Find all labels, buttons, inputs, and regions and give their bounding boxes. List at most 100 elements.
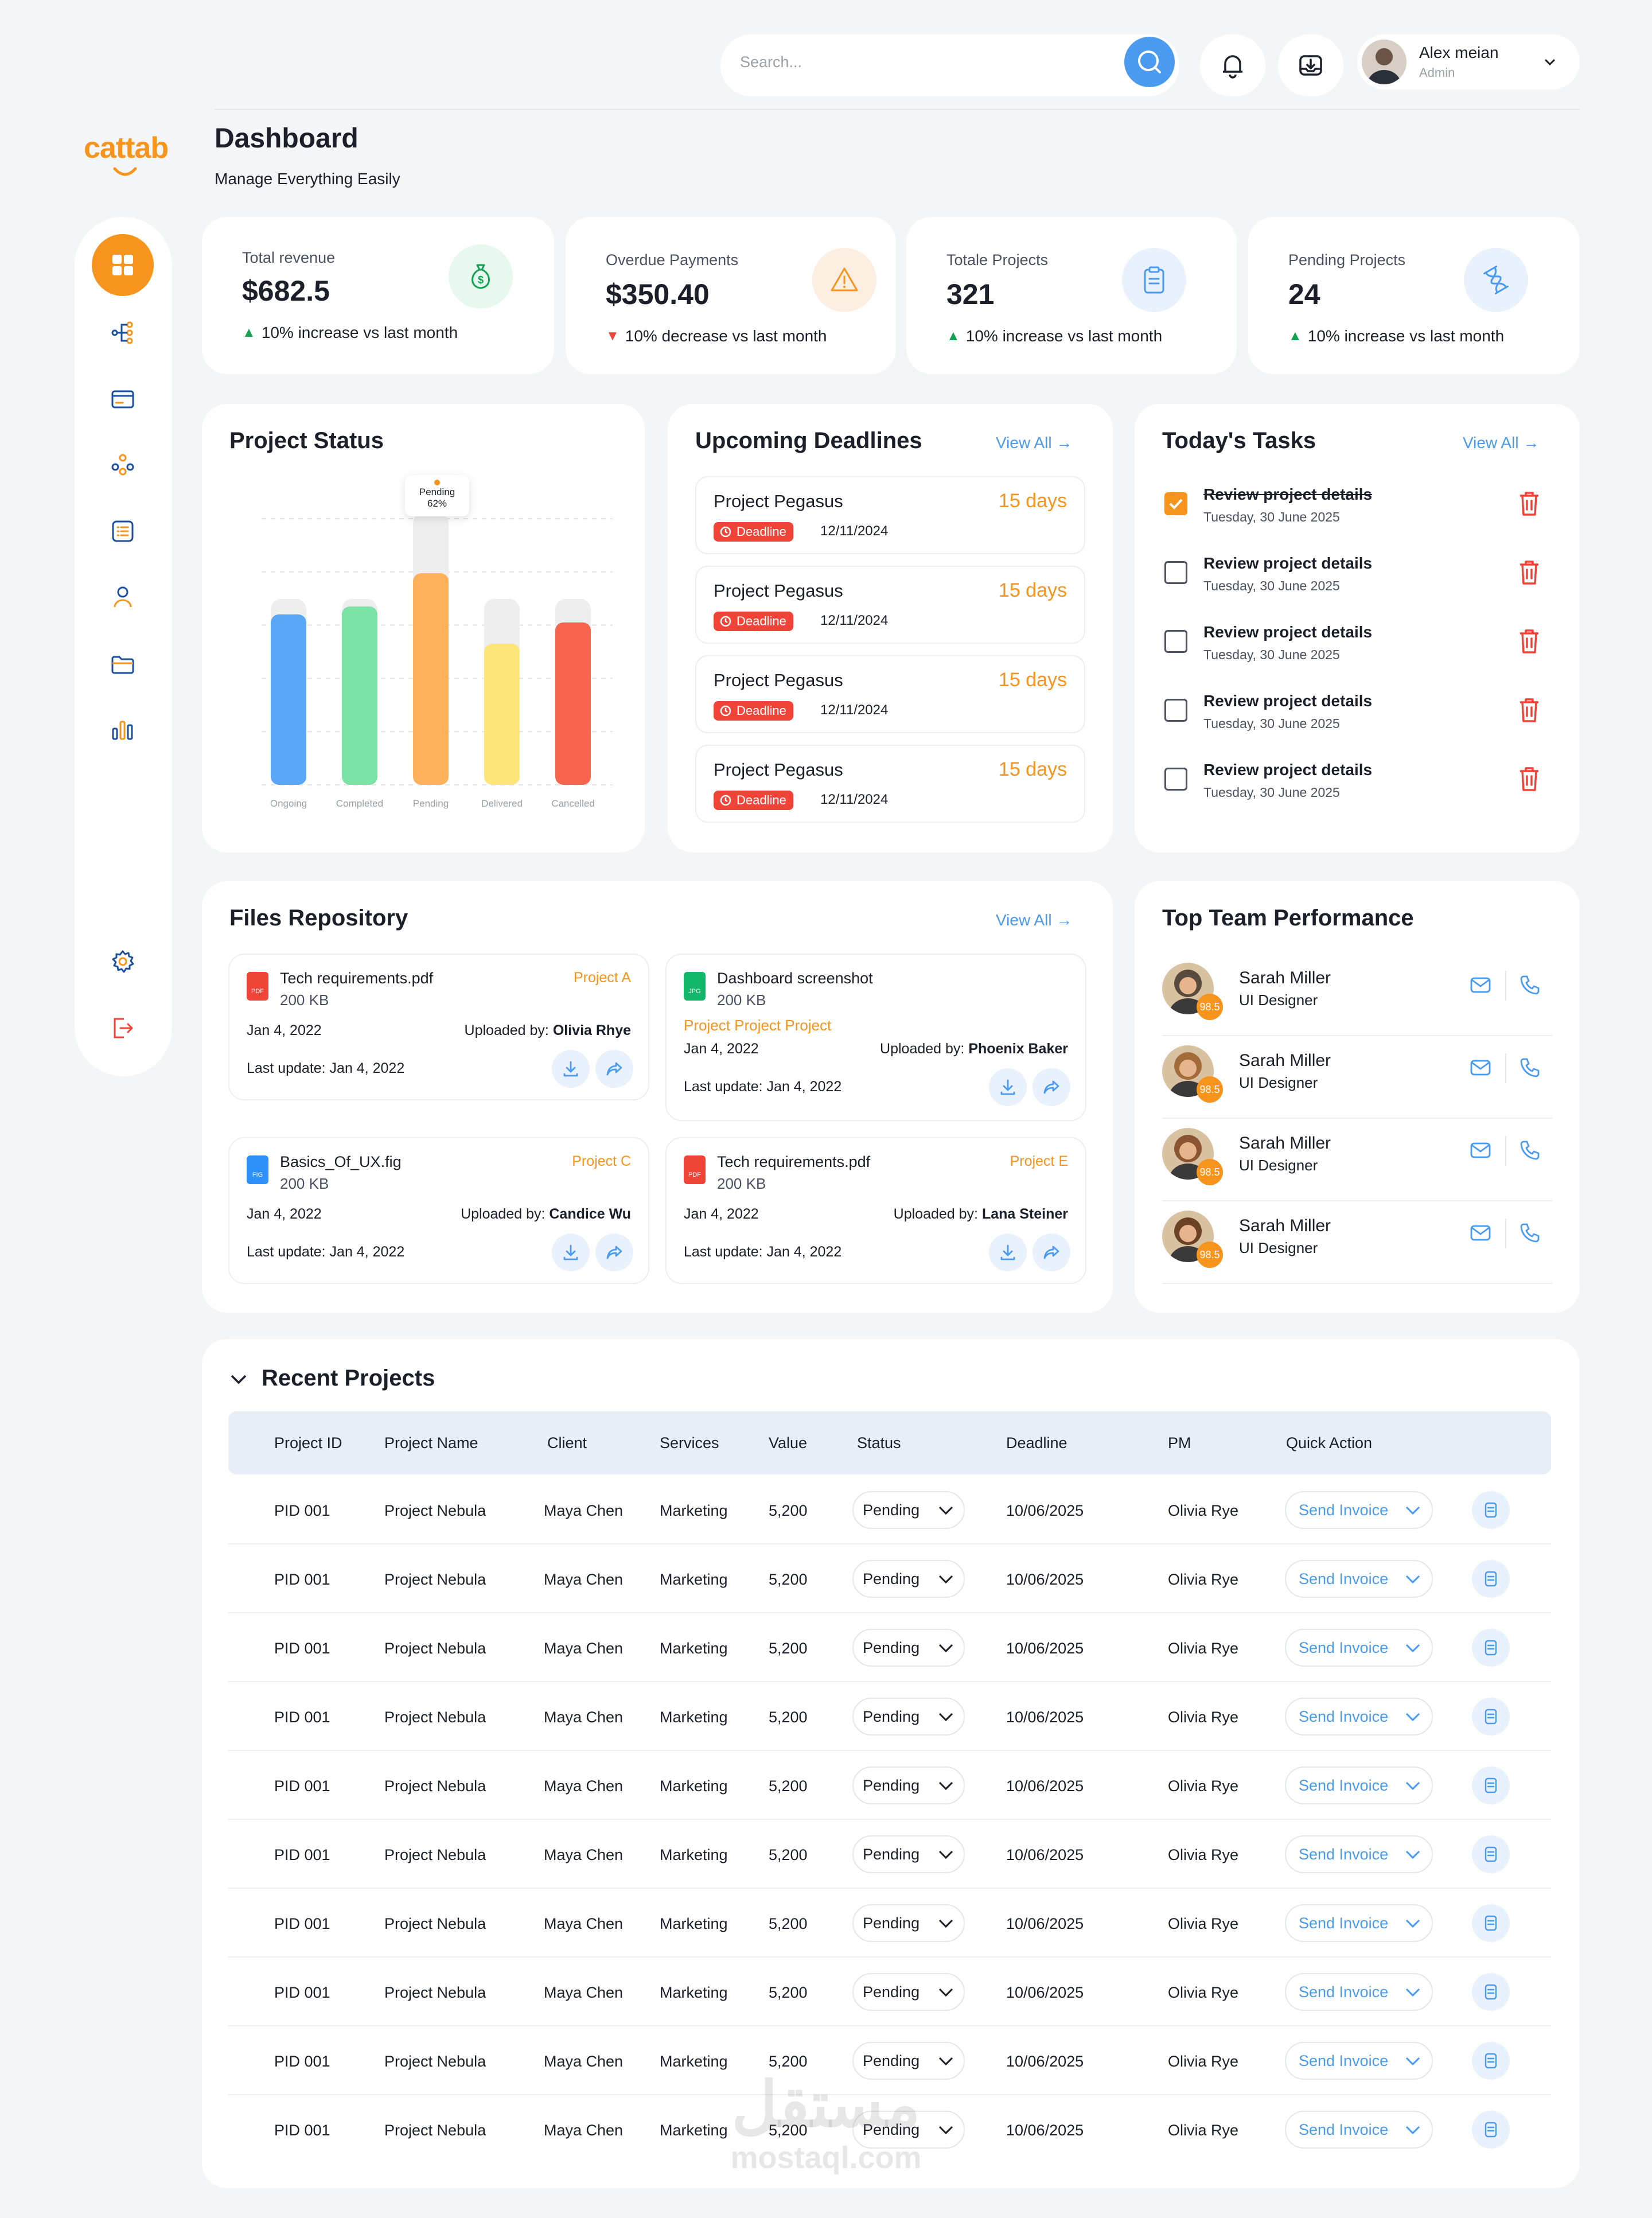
- view-details-button[interactable]: [1472, 1491, 1510, 1529]
- call-member-button[interactable]: [1518, 1056, 1542, 1083]
- delete-task-button[interactable]: [1517, 559, 1542, 589]
- share-button[interactable]: [595, 1050, 633, 1088]
- view-details-button[interactable]: [1472, 1560, 1510, 1598]
- status-dropdown[interactable]: Pending: [852, 1766, 965, 1804]
- sidebar-item-reports[interactable]: [109, 716, 137, 744]
- send-invoice-dropdown[interactable]: Send Invoice: [1285, 2111, 1433, 2149]
- file-project-link[interactable]: Project A: [573, 970, 631, 986]
- column-header[interactable]: Project Name: [384, 1434, 478, 1452]
- file-project-link[interactable]: Project Project Project: [684, 1017, 832, 1034]
- sidebar-item-team[interactable]: [109, 451, 137, 478]
- brand-logo[interactable]: cattab: [84, 131, 169, 165]
- view-details-button[interactable]: [1472, 1629, 1510, 1667]
- view-details-button[interactable]: [1472, 1835, 1510, 1873]
- delete-task-button[interactable]: [1517, 490, 1542, 520]
- deadline-item[interactable]: Project Pegasus 15 days Deadline 12/11/2024: [695, 745, 1085, 823]
- download-button[interactable]: [552, 1050, 590, 1088]
- bar-pending[interactable]: [413, 573, 449, 785]
- column-header[interactable]: Value: [769, 1434, 808, 1452]
- download-button[interactable]: [552, 1233, 590, 1271]
- tasks-view-all-link[interactable]: View All →: [1463, 434, 1540, 452]
- view-details-button[interactable]: [1472, 1766, 1510, 1804]
- view-details-button[interactable]: [1472, 1698, 1510, 1736]
- inbox-button[interactable]: [1278, 34, 1343, 96]
- send-invoice-dropdown[interactable]: Send Invoice: [1285, 2042, 1433, 2080]
- bar-cancelled[interactable]: [555, 622, 591, 785]
- share-button[interactable]: [595, 1233, 633, 1271]
- column-header[interactable]: Status: [857, 1434, 901, 1452]
- file-project-link[interactable]: Project E: [1010, 1153, 1068, 1169]
- send-invoice-dropdown[interactable]: Send Invoice: [1285, 1766, 1433, 1804]
- deadline-item[interactable]: Project Pegasus 15 days Deadline 12/11/2024: [695, 476, 1085, 554]
- send-invoice-dropdown[interactable]: Send Invoice: [1285, 1698, 1433, 1736]
- sidebar-item-hierarchy[interactable]: [109, 319, 137, 347]
- column-header[interactable]: Project ID: [274, 1434, 342, 1452]
- call-member-button[interactable]: [1518, 1221, 1542, 1248]
- download-button[interactable]: [989, 1233, 1027, 1271]
- sidebar-item-list[interactable]: [109, 517, 137, 545]
- task-checkbox[interactable]: [1164, 492, 1187, 515]
- send-invoice-dropdown[interactable]: Send Invoice: [1285, 1491, 1433, 1529]
- send-invoice-dropdown[interactable]: Send Invoice: [1285, 1904, 1433, 1942]
- team-member-row[interactable]: 98.5 Sarah Miller UI Designer: [1162, 1036, 1552, 1119]
- email-member-button[interactable]: [1468, 1056, 1493, 1083]
- column-header[interactable]: Services: [660, 1434, 719, 1452]
- send-invoice-dropdown[interactable]: Send Invoice: [1285, 1560, 1433, 1598]
- delete-task-button[interactable]: [1517, 765, 1542, 796]
- view-details-button[interactable]: [1472, 2111, 1510, 2149]
- deadline-item[interactable]: Project Pegasus 15 days Deadline 12/11/2024: [695, 566, 1085, 644]
- search-bar[interactable]: [720, 34, 1179, 96]
- task-checkbox[interactable]: [1164, 561, 1187, 584]
- task-checkbox[interactable]: [1164, 768, 1187, 791]
- status-dropdown[interactable]: Pending: [852, 1904, 965, 1942]
- status-dropdown[interactable]: Pending: [852, 2042, 965, 2080]
- collapse-chevron-icon[interactable]: [228, 1371, 249, 1388]
- task-checkbox[interactable]: [1164, 699, 1187, 722]
- column-header[interactable]: Client: [547, 1434, 587, 1452]
- email-member-button[interactable]: [1468, 1221, 1493, 1248]
- view-details-button[interactable]: [1472, 1973, 1510, 2011]
- status-dropdown[interactable]: Pending: [852, 1560, 965, 1598]
- email-member-button[interactable]: [1468, 1138, 1493, 1165]
- send-invoice-dropdown[interactable]: Send Invoice: [1285, 1835, 1433, 1873]
- share-button[interactable]: [1032, 1068, 1070, 1106]
- delete-task-button[interactable]: [1517, 696, 1542, 727]
- notification-button[interactable]: [1200, 34, 1265, 96]
- status-dropdown[interactable]: Pending: [852, 1973, 965, 2011]
- bar-ongoing[interactable]: [271, 614, 306, 785]
- sidebar-item-profile[interactable]: [109, 583, 137, 610]
- sidebar-item-settings[interactable]: [109, 948, 137, 975]
- sidebar-item-files[interactable]: [109, 651, 137, 678]
- view-details-button[interactable]: [1472, 1904, 1510, 1942]
- column-header[interactable]: Deadline: [1006, 1434, 1067, 1452]
- call-member-button[interactable]: [1518, 973, 1542, 1000]
- team-member-row[interactable]: 98.5 Sarah Miller UI Designer: [1162, 954, 1552, 1036]
- share-button[interactable]: [1032, 1233, 1070, 1271]
- status-dropdown[interactable]: Pending: [852, 1491, 965, 1529]
- files-view-all-link[interactable]: View All →: [996, 911, 1073, 929]
- file-project-link[interactable]: Project C: [572, 1153, 631, 1169]
- search-input[interactable]: Search...: [740, 53, 802, 71]
- deadline-item[interactable]: Project Pegasus 15 days Deadline 12/11/2024: [695, 655, 1085, 733]
- download-button[interactable]: [989, 1068, 1027, 1106]
- user-menu[interactable]: Alex meian Admin: [1357, 34, 1580, 90]
- sidebar-item-dashboard[interactable]: [92, 234, 154, 296]
- status-dropdown[interactable]: Pending: [852, 1835, 965, 1873]
- email-member-button[interactable]: [1468, 973, 1493, 1000]
- delete-task-button[interactable]: [1517, 628, 1542, 658]
- file-card[interactable]: PDF Tech requirements.pdf 200 KB Project A J…: [228, 954, 649, 1100]
- column-header[interactable]: PM: [1168, 1434, 1191, 1452]
- file-card[interactable]: PDF Tech requirements.pdf 200 KB Project E J…: [665, 1137, 1086, 1284]
- team-member-row[interactable]: 98.5 Sarah Miller UI Designer: [1162, 1201, 1552, 1284]
- view-details-button[interactable]: [1472, 2042, 1510, 2080]
- call-member-button[interactable]: [1518, 1138, 1542, 1165]
- task-checkbox[interactable]: [1164, 630, 1187, 653]
- status-dropdown[interactable]: Pending: [852, 1629, 965, 1667]
- deadlines-view-all-link[interactable]: View All →: [996, 434, 1073, 452]
- status-dropdown[interactable]: Pending: [852, 1698, 965, 1736]
- status-dropdown[interactable]: Pending: [852, 2111, 965, 2149]
- column-header[interactable]: Quick Action: [1286, 1434, 1373, 1452]
- sidebar-item-billing[interactable]: [109, 386, 137, 413]
- file-card[interactable]: FIG Basics_Of_UX.fig 200 KB Project C Jan 4,…: [228, 1137, 649, 1284]
- send-invoice-dropdown[interactable]: Send Invoice: [1285, 1629, 1433, 1667]
